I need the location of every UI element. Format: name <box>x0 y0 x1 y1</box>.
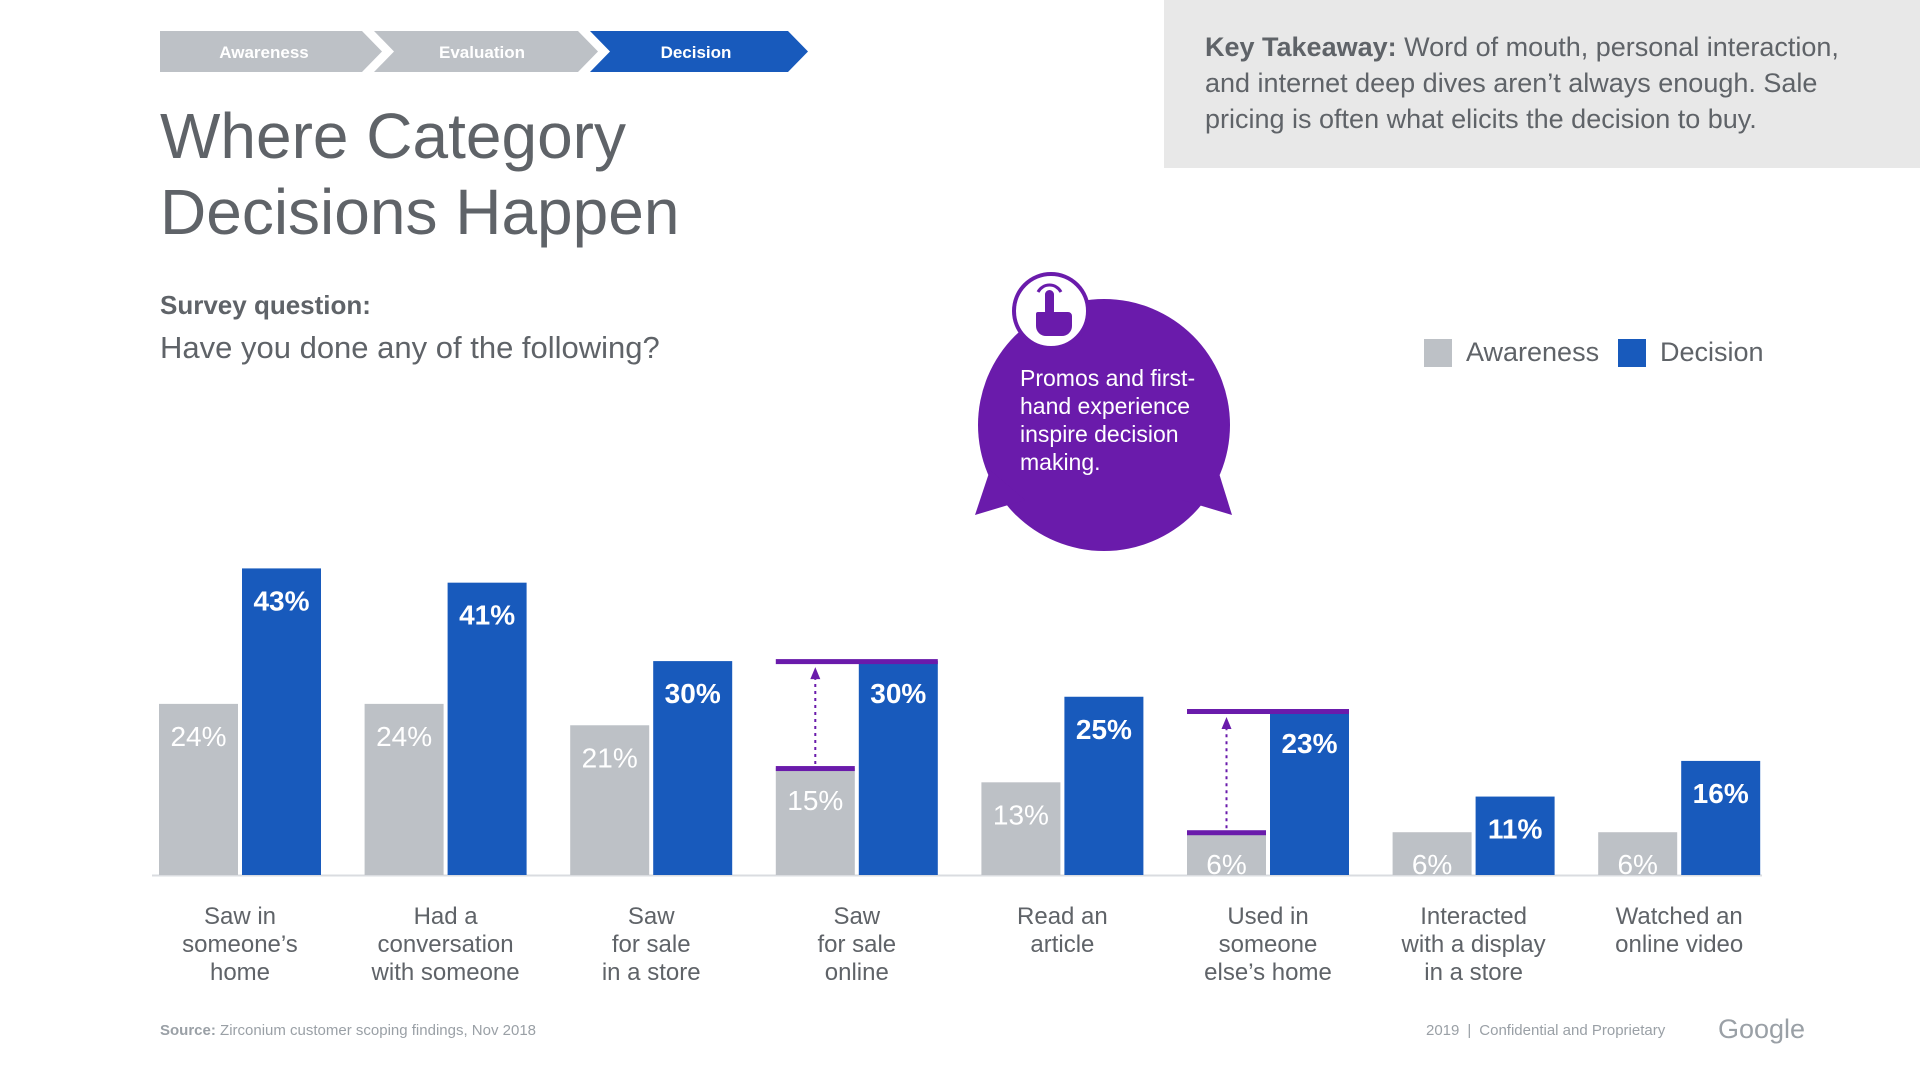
legend-swatch-awareness <box>1424 338 1452 367</box>
category-label-3-line-1: for sale <box>817 931 896 958</box>
footer-year: 2019 <box>1426 1022 1460 1039</box>
page-title-line-2: Decisions Happen <box>160 176 680 248</box>
tap-hand-icon-finger <box>1045 290 1054 316</box>
data-label-decision-6: 11% <box>1488 814 1543 845</box>
highlight-line-awareness-5 <box>1187 830 1266 836</box>
data-label-awareness-0: 24% <box>170 721 226 752</box>
stage-label-evaluation: Evaluation <box>439 43 525 62</box>
stage-label-decision: Decision <box>661 43 732 62</box>
stage-evaluation <box>374 31 598 72</box>
data-label-decision-4: 25% <box>1076 714 1132 745</box>
category-label-4-line-0: Read an <box>1017 903 1108 930</box>
category-label-0-line-1: someone’s <box>182 931 298 958</box>
footer-note: 2019 | Confidential and Proprietary <box>1426 1022 1665 1039</box>
data-label-awareness-1: 24% <box>376 721 432 752</box>
google-logo: Google <box>1718 1014 1806 1044</box>
source-note: Source: Zirconium customer scoping findi… <box>160 1022 536 1039</box>
category-label-1-line-1: conversation <box>378 931 514 958</box>
stage-label-awareness: Awareness <box>219 43 308 62</box>
bar-decision-2 <box>653 661 733 875</box>
tap-hand-icon-ripple <box>1036 283 1063 293</box>
footer-text: Confidential and Proprietary <box>1479 1022 1666 1039</box>
legend-item-decision: Decision <box>1618 337 1764 368</box>
highlight-arrow-head-3 <box>810 667 821 680</box>
page-title: Where Category Decisions Happen <box>160 98 900 250</box>
data-label-decision-2: 30% <box>665 678 721 709</box>
category-label-3-line-0: Saw <box>833 903 880 930</box>
category-label-0-line-0: Saw in <box>204 903 276 930</box>
bar-awareness-1 <box>364 703 444 875</box>
stage-awareness <box>160 31 382 72</box>
source-label: Source: <box>160 1022 216 1039</box>
category-label-1-line-0: Had a <box>414 903 479 930</box>
footer-separator: | <box>1467 1022 1472 1039</box>
bar-awareness-4 <box>981 782 1061 875</box>
survey-question: Have you done any of the following? <box>160 330 660 365</box>
data-label-awareness-7: 6% <box>1617 849 1657 880</box>
category-label-0-line-2: home <box>210 959 270 986</box>
bar-decision-6 <box>1475 796 1555 875</box>
highlight-line-awareness-3 <box>775 766 855 772</box>
legend-swatch-decision <box>1618 338 1646 367</box>
bar-decision-3 <box>858 661 938 875</box>
category-label-2-line-1: for sale <box>612 931 691 958</box>
data-label-decision-1: 41% <box>459 600 515 631</box>
callout-bubble <box>978 299 1230 551</box>
data-label-decision-0: 43% <box>253 585 309 616</box>
data-label-decision-7: 16% <box>1693 778 1749 809</box>
data-label-awareness-4: 13% <box>993 799 1049 830</box>
category-label-3-line-2: online <box>825 959 889 986</box>
key-takeaway-label: Key Takeaway: <box>1205 32 1397 62</box>
data-label-awareness-5: 6% <box>1206 849 1246 880</box>
source-text: Zirconium customer scoping findings, Nov… <box>220 1022 537 1039</box>
legend-label-decision: Decision <box>1660 337 1764 367</box>
bar-decision-4 <box>1064 696 1144 875</box>
data-label-awareness-3: 15% <box>787 785 843 816</box>
category-label-1-line-2: with someone <box>371 959 520 986</box>
survey-label: Survey question: <box>160 290 371 320</box>
data-label-awareness-6: 6% <box>1412 849 1452 880</box>
category-label-5-line-2: else’s home <box>1204 959 1332 986</box>
data-label-awareness-2: 21% <box>582 742 638 773</box>
bar-decision-0 <box>242 568 321 875</box>
data-label-decision-5: 23% <box>1281 728 1337 759</box>
category-label-6-line-0: Interacted <box>1420 903 1527 930</box>
bar-awareness-2 <box>570 725 650 875</box>
highlight-line-decision-3 <box>775 659 938 665</box>
category-label-7-line-0: Watched an <box>1616 903 1743 930</box>
legend-label-awareness: Awareness <box>1466 337 1600 367</box>
bar-decision-5 <box>1270 711 1349 875</box>
category-label-2-line-2: in a store <box>602 959 701 986</box>
bar-awareness-7 <box>1598 832 1678 875</box>
bar-awareness-5 <box>1187 832 1266 875</box>
bar-awareness-6 <box>1392 832 1472 875</box>
bar-awareness-0 <box>159 703 238 875</box>
stage-progress: Awareness Evaluation Decision <box>160 31 808 72</box>
data-label-decision-3: 30% <box>870 678 926 709</box>
highlight-line-decision-5 <box>1187 709 1349 715</box>
bar-awareness-3 <box>775 768 855 875</box>
category-label-6-line-1: with a display <box>1401 931 1546 958</box>
category-label-7-line-1: online video <box>1615 931 1743 958</box>
callout-text: Promos and first-hand experience inspire… <box>1020 365 1196 475</box>
bar-decision-7 <box>1681 760 1761 875</box>
callout-tail-right <box>1182 470 1232 515</box>
tap-hand-icon-palm <box>1036 312 1072 336</box>
callout-tail-left <box>975 470 1025 515</box>
stage-decision <box>590 31 808 72</box>
category-label-5-line-0: Used in <box>1227 903 1308 930</box>
bar-decision-1 <box>447 582 527 875</box>
highlight-arrow-head-5 <box>1221 717 1232 730</box>
category-label-5-line-1: someone <box>1219 931 1318 958</box>
category-label-4-line-1: article <box>1030 931 1094 958</box>
category-label-2-line-0: Saw <box>628 903 675 930</box>
key-takeaway-text: Word of mouth, personal interaction, and… <box>1205 32 1839 134</box>
key-takeaway-box: Key Takeaway: Word of mouth, personal in… <box>1164 0 1920 168</box>
category-label-6-line-2: in a store <box>1424 959 1523 986</box>
legend-item-awareness: Awareness <box>1424 337 1599 368</box>
page-title-line-1: Where Category <box>160 100 626 172</box>
